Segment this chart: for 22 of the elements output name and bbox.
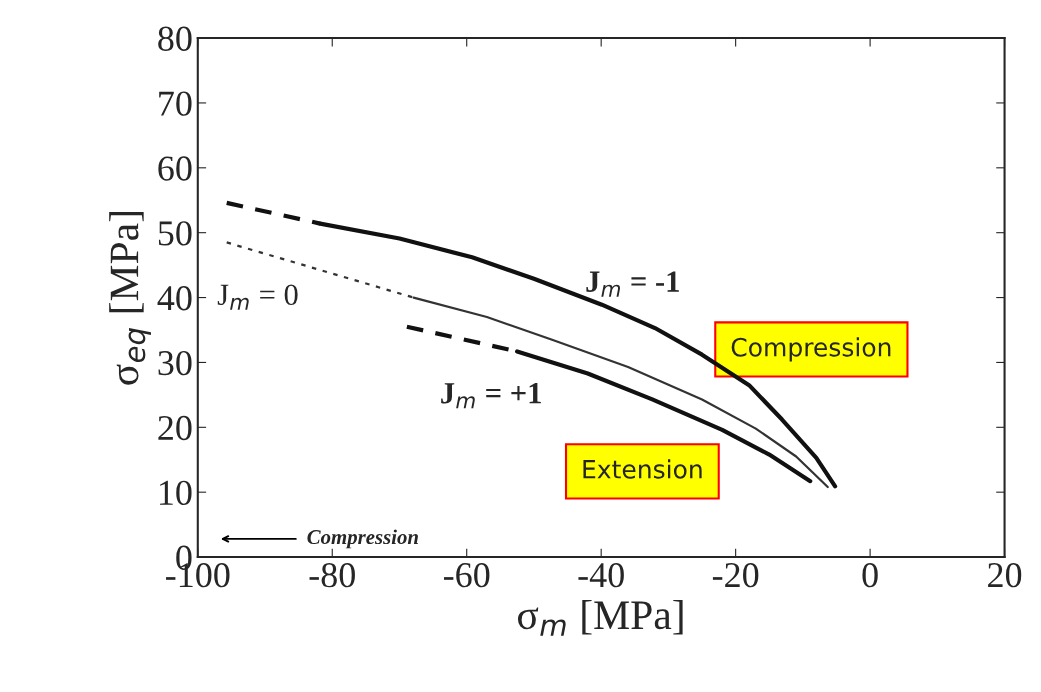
annotation: Compression bbox=[307, 529, 418, 549]
annotation: J$_{m}$ = 0 bbox=[217, 284, 298, 310]
y-tick-label: 30 bbox=[158, 350, 192, 376]
x-tick-label: -60 bbox=[443, 562, 490, 588]
y-tick-label: 40 bbox=[157, 286, 192, 311]
x-tick-label: 20 bbox=[988, 562, 1022, 588]
y-tick-label: 50 bbox=[158, 221, 192, 246]
x-axis-title: σ$_{m}$ [MPa] bbox=[517, 599, 683, 636]
annotation: Extension bbox=[583, 459, 702, 479]
annotation: Compression bbox=[731, 337, 891, 362]
y-axis-title: σ$_{eq}$ [MPa] bbox=[109, 212, 151, 385]
y-tick-label: 70 bbox=[159, 91, 192, 116]
annotation: J$_{m}$ = -1 bbox=[586, 271, 679, 297]
annotation: J$_{m}$ = +1 bbox=[441, 383, 541, 409]
x-tick-label: -80 bbox=[309, 562, 355, 588]
x-tick-label: 0 bbox=[862, 562, 878, 588]
y-tick-label: 80 bbox=[158, 26, 192, 51]
y-tick-label: 60 bbox=[158, 156, 192, 181]
x-tick-label: -40 bbox=[578, 562, 624, 588]
x-tick-label: -20 bbox=[712, 562, 759, 588]
y-tick-label: 20 bbox=[158, 415, 192, 441]
y-tick-label: 10 bbox=[159, 480, 192, 506]
